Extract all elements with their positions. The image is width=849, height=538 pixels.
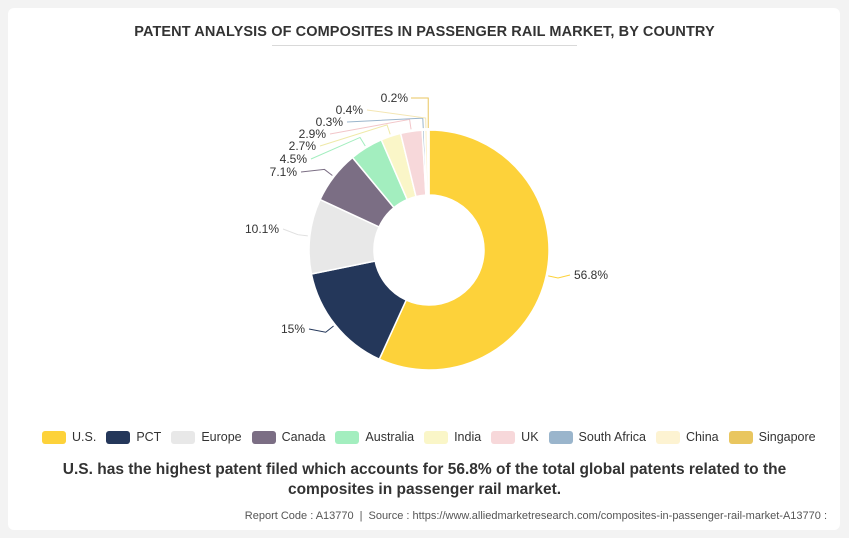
legend-item-u-s-[interactable]: U.S. <box>42 430 96 444</box>
legend-label: South Africa <box>578 430 646 444</box>
chart-caption: U.S. has the highest patent filed which … <box>62 461 787 498</box>
legend-label: PCT <box>136 430 162 444</box>
leader-line-canada <box>300 168 333 176</box>
legend-item-south-africa[interactable]: South Africa <box>548 430 646 444</box>
source-link[interactable]: Source : https://www.alliedmarketresearc… <box>368 510 827 522</box>
legend-label: India <box>454 430 482 444</box>
slice-u-s-[interactable] <box>378 129 550 371</box>
chart-card <box>8 8 840 530</box>
leader-line-u-s- <box>548 274 571 279</box>
legend-swatch <box>548 430 573 444</box>
footer-separator: | <box>359 510 363 522</box>
leader-line-pct <box>308 325 334 333</box>
leader-line-australia <box>310 136 366 160</box>
legend-label: UK <box>521 430 539 444</box>
legend-item-uk[interactable]: UK <box>491 430 539 444</box>
legend-swatch <box>728 430 753 444</box>
data-label-europe: 10.1% <box>245 222 279 236</box>
legend-swatch <box>424 430 449 444</box>
legend-item-europe[interactable]: Europe <box>171 430 242 444</box>
data-label-u-s-: 56.8% <box>574 268 608 282</box>
footer: Report Code : A13770 | Source : https://ww… <box>245 510 827 522</box>
legend-item-india[interactable]: India <box>424 430 481 444</box>
legend-swatch <box>106 430 131 444</box>
leader-line-south-africa <box>346 117 424 129</box>
data-label-china: 0.4% <box>336 103 364 117</box>
legend-label: Australia <box>365 430 415 444</box>
legend-swatch <box>42 430 66 444</box>
data-label-australia: 4.5% <box>280 152 308 166</box>
donut-chart: 56.8% 15% 10.1% 7.1%4.5%2.7%2.9%0.3%0.4% 0.2… <box>245 91 608 371</box>
leader-line-europe <box>282 228 308 237</box>
leader-line-china <box>366 109 427 129</box>
legend-label: Singapore <box>758 430 816 444</box>
legend-swatch <box>335 430 360 444</box>
data-label-pct: 15% <box>281 322 305 336</box>
legend-label: Europe <box>201 430 242 444</box>
legend-swatch <box>655 430 680 444</box>
data-label-india: 2.7% <box>289 139 317 153</box>
legend-label: Canada <box>281 430 326 444</box>
legend-item-pct[interactable]: PCT <box>106 430 161 444</box>
chart-legend: U.S. PCT Europe Canada Australia India UK South… <box>42 429 826 445</box>
legend-label: U.S. <box>72 430 97 444</box>
title-underline <box>272 45 577 46</box>
data-label-canada: 7.1% <box>270 165 298 179</box>
leader-line-india <box>319 124 391 147</box>
data-label-singapore: 0.2% <box>381 91 409 105</box>
legend-item-singapore[interactable]: Singapore <box>728 430 816 444</box>
leader-line-uk <box>329 118 412 135</box>
data-label-uk: 2.9% <box>299 127 327 141</box>
chart-title: PATENT ANALYSIS OF COMPOSITES IN PASSENG… <box>134 24 715 40</box>
leader-line-singapore <box>411 97 429 129</box>
legend-item-australia[interactable]: Australia <box>335 430 414 444</box>
legend-label: China <box>685 430 719 444</box>
legend-swatch <box>491 430 516 444</box>
report-code: Report Code : A13770 <box>244 510 354 522</box>
data-label-south-africa: 0.3% <box>316 115 344 129</box>
slice-singapore[interactable] <box>426 129 430 196</box>
legend-swatch <box>171 430 196 444</box>
legend-swatch <box>251 430 276 444</box>
legend-item-china[interactable]: China <box>655 430 719 444</box>
legend-item-canada[interactable]: Canada <box>251 430 326 444</box>
